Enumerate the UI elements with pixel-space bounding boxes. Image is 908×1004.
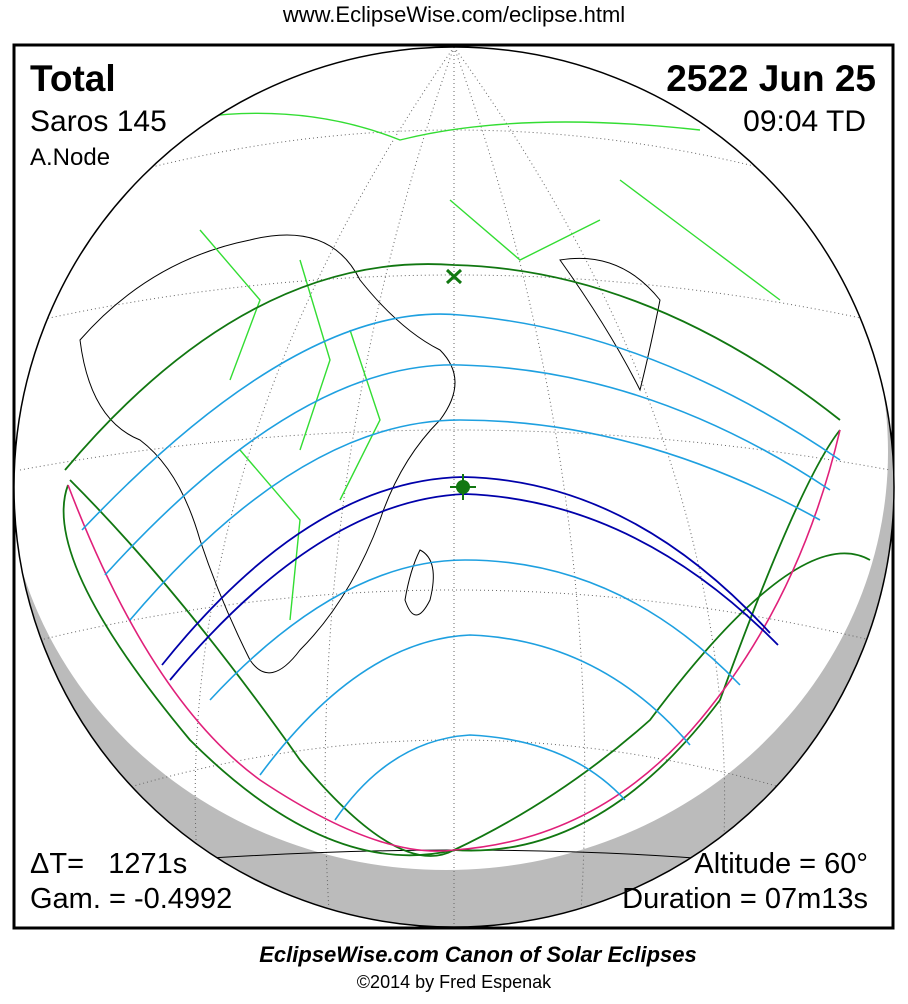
footer-title: EclipseWise.com Canon of Solar Eclipses: [259, 942, 697, 967]
meridian: [453, 47, 726, 901]
duration: Duration = 07m13s: [622, 883, 868, 915]
node: A.Node: [30, 144, 110, 171]
limit-north: [64, 263, 841, 471]
africa: [79, 234, 456, 674]
meridian: [194, 47, 455, 901]
saros: Saros 145: [30, 105, 167, 138]
delta-t: ΔT= 1271s: [30, 848, 187, 880]
url: www.EclipseWise.com/eclipse.html: [282, 2, 625, 27]
madagascar: [404, 549, 434, 616]
magnitude-line: [334, 734, 626, 821]
globe-limb: [13, 46, 895, 928]
borders: [179, 112, 781, 621]
time: 09:04 TD: [743, 105, 866, 138]
umbra-south: [169, 493, 779, 681]
meridian: [324, 47, 455, 927]
gamma: Gam. = -0.4992: [30, 883, 232, 915]
india: [559, 257, 661, 392]
eclipse-date: 2522 Jun 25: [666, 58, 876, 99]
globe: [14, 47, 894, 927]
magnitude-line: [104, 364, 831, 576]
subsolar-mark: [445, 268, 463, 285]
magnitude-line: [259, 634, 691, 776]
altitude: Altitude = 60°: [694, 848, 868, 880]
greatest-eclipse-cross: [450, 474, 476, 500]
magnitude-line: [81, 313, 841, 531]
magnitude-line: [129, 419, 821, 621]
copyright: ©2014 by Fred Espenak: [357, 972, 552, 992]
day: [14, 47, 888, 870]
eclipse-type: Total: [30, 58, 116, 99]
parallel: [19, 429, 891, 471]
magnitude-line: [209, 559, 741, 701]
meridian: [453, 47, 586, 927]
